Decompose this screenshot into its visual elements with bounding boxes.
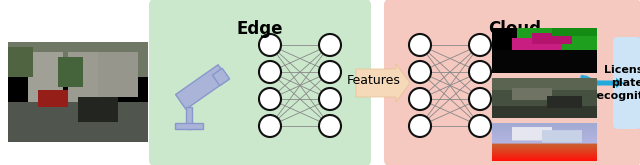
Circle shape: [319, 61, 341, 83]
Circle shape: [409, 115, 431, 137]
Circle shape: [469, 115, 491, 137]
Polygon shape: [186, 107, 192, 129]
Circle shape: [469, 61, 491, 83]
FancyArrow shape: [596, 78, 624, 88]
Circle shape: [259, 115, 281, 137]
Text: Edge: Edge: [237, 20, 284, 38]
Circle shape: [469, 88, 491, 110]
Circle shape: [409, 61, 431, 83]
Text: Features: Features: [347, 75, 401, 87]
FancyBboxPatch shape: [149, 0, 371, 165]
Circle shape: [259, 34, 281, 56]
FancyArrow shape: [356, 64, 410, 102]
FancyBboxPatch shape: [613, 37, 640, 129]
Polygon shape: [175, 65, 228, 109]
Polygon shape: [212, 68, 230, 86]
Circle shape: [469, 34, 491, 56]
Circle shape: [259, 61, 281, 83]
Circle shape: [319, 115, 341, 137]
Circle shape: [259, 88, 281, 110]
Circle shape: [409, 34, 431, 56]
FancyBboxPatch shape: [384, 0, 640, 165]
Polygon shape: [175, 123, 203, 129]
Text: License
plate
recognition: License plate recognition: [591, 65, 640, 101]
Circle shape: [319, 88, 341, 110]
Circle shape: [319, 34, 341, 56]
Text: Cloud: Cloud: [488, 20, 541, 38]
Circle shape: [409, 88, 431, 110]
